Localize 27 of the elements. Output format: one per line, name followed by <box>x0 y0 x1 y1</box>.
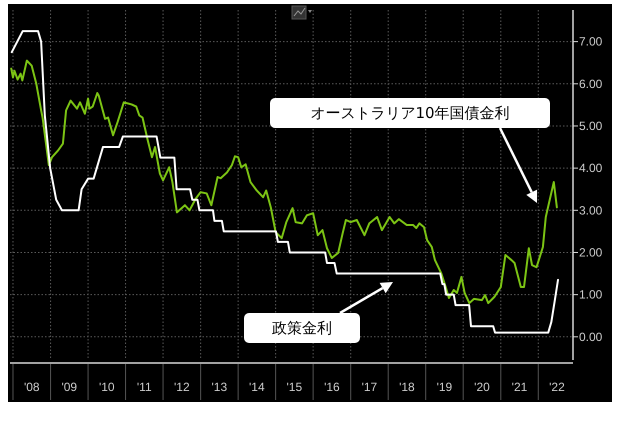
x-tick-label: '10 <box>98 380 115 394</box>
x-tick-label: '22 <box>549 380 566 394</box>
y-tick-label: 7.00 <box>579 34 603 49</box>
x-tick-label: '08 <box>24 380 40 394</box>
x-tick-label: '17 <box>362 380 378 394</box>
x-tick-label: '09 <box>61 380 78 394</box>
annotation: オーストラリア10年国債金利 <box>310 104 510 122</box>
annotation: 政策金利 <box>272 319 332 337</box>
x-tick-label: '15 <box>286 380 302 394</box>
line-series <box>10 30 560 334</box>
x-tick-label: '16 <box>324 380 340 394</box>
y-tick-label: 2.00 <box>579 245 603 260</box>
x-tick-label: '19 <box>436 380 453 394</box>
y-tick-label: 4.00 <box>579 161 603 176</box>
line-series <box>10 60 558 304</box>
x-tick-label: '14 <box>249 380 265 394</box>
y-tick-label: 0.00 <box>579 330 603 344</box>
x-tick-label: '20 <box>474 380 490 394</box>
y-tick-label: 1.00 <box>579 288 603 302</box>
y-tick-label: 6.00 <box>579 76 603 91</box>
x-tick-label: '13 <box>212 380 228 394</box>
x-tick-label: '18 <box>399 380 416 394</box>
y-tick-label: 5.00 <box>579 118 603 133</box>
x-tick-label: '21 <box>512 380 528 394</box>
y-tick-label: 3.00 <box>579 203 603 218</box>
x-tick-label: '12 <box>174 380 190 394</box>
x-tick-label: '11 <box>136 380 152 394</box>
